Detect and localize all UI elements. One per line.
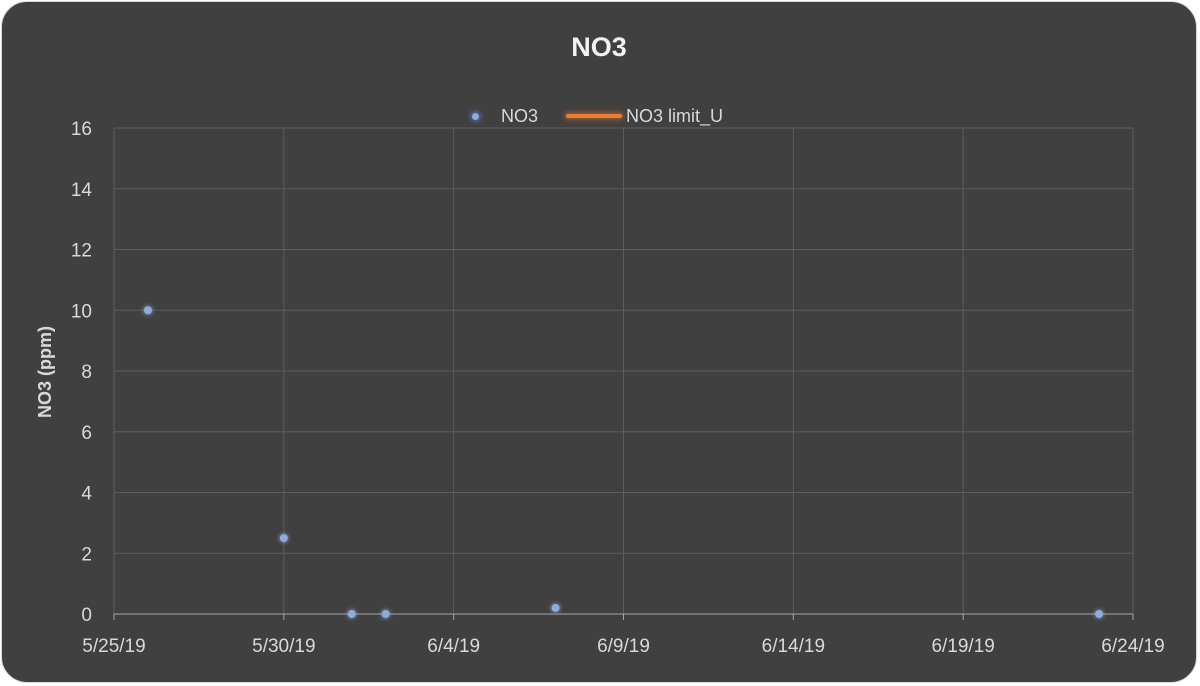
y-tick-label: 14 bbox=[71, 180, 93, 201]
y-tick-label: 6 bbox=[81, 423, 92, 444]
chart-title: NO3 bbox=[571, 32, 627, 62]
x-tick-label: 5/25/19 bbox=[82, 636, 145, 657]
y-tick-label: 8 bbox=[81, 362, 92, 383]
data-point bbox=[551, 603, 560, 612]
x-tick-label: 6/24/19 bbox=[1101, 636, 1164, 657]
y-tick-label: 0 bbox=[81, 605, 92, 626]
x-tick-label: 5/30/19 bbox=[252, 636, 315, 657]
x-tick-label: 6/14/19 bbox=[762, 636, 825, 657]
legend-label-limit: NO3 limit_U bbox=[626, 105, 724, 126]
data-point bbox=[347, 610, 356, 618]
y-tick-label: 2 bbox=[81, 544, 92, 565]
data-point bbox=[381, 610, 390, 618]
x-tick-label: 6/19/19 bbox=[931, 636, 994, 657]
legend-marker-dot-icon bbox=[472, 112, 479, 120]
y-tick-label: 10 bbox=[71, 301, 92, 322]
y-tick-label: 16 bbox=[71, 119, 92, 140]
y-tick-label: 12 bbox=[71, 241, 92, 262]
legend-item-limit[interactable]: NO3 limit_U bbox=[566, 106, 723, 127]
x-tick-label: 6/9/19 bbox=[597, 636, 650, 657]
data-point bbox=[1095, 610, 1104, 618]
legend-label-no3: NO3 bbox=[501, 105, 539, 126]
chart-legend: NO3 NO3 limit_U bbox=[462, 104, 751, 128]
data-point bbox=[143, 306, 152, 315]
legend-item-no3[interactable]: NO3 bbox=[462, 106, 538, 127]
data-point bbox=[279, 534, 288, 543]
x-tick-label: 6/4/19 bbox=[427, 636, 480, 657]
legend-marker-line-icon bbox=[566, 114, 623, 118]
y-axis-label: NO3 (ppm) bbox=[35, 326, 55, 418]
y-tick-label: 4 bbox=[81, 484, 92, 505]
